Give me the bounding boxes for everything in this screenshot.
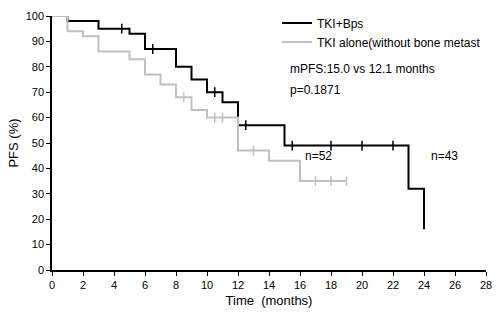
- svg-text:10: 10: [201, 279, 213, 291]
- svg-text:n=43: n=43: [431, 149, 458, 163]
- svg-text:20: 20: [32, 213, 44, 225]
- svg-text:8: 8: [173, 279, 179, 291]
- svg-text:80: 80: [32, 61, 44, 73]
- svg-text:4: 4: [111, 279, 117, 291]
- svg-text:2: 2: [80, 279, 86, 291]
- svg-text:100: 100: [26, 10, 44, 22]
- svg-text:mPFS:15.0 vs 12.1 months: mPFS:15.0 vs 12.1 months: [290, 62, 435, 76]
- svg-text:Time (months): Time (months): [226, 293, 313, 308]
- svg-text:26: 26: [449, 279, 461, 291]
- svg-text:p=0.1871: p=0.1871: [290, 83, 341, 97]
- svg-text:20: 20: [356, 279, 368, 291]
- svg-text:TKI+Bps: TKI+Bps: [317, 17, 363, 31]
- svg-text:60: 60: [32, 111, 44, 123]
- svg-text:50: 50: [32, 137, 44, 149]
- svg-text:30: 30: [32, 188, 44, 200]
- svg-text:22: 22: [387, 279, 399, 291]
- svg-text:90: 90: [32, 35, 44, 47]
- svg-text:28: 28: [480, 279, 492, 291]
- svg-text:n=52: n=52: [305, 149, 332, 163]
- svg-text:0: 0: [38, 264, 44, 276]
- svg-text:6: 6: [142, 279, 148, 291]
- svg-text:0: 0: [49, 279, 55, 291]
- svg-text:14: 14: [263, 279, 275, 291]
- svg-text:PFS (%): PFS (%): [6, 118, 21, 167]
- svg-text:40: 40: [32, 162, 44, 174]
- svg-text:16: 16: [294, 279, 306, 291]
- svg-text:10: 10: [32, 238, 44, 250]
- svg-text:24: 24: [418, 279, 430, 291]
- svg-text:70: 70: [32, 86, 44, 98]
- svg-text:TKI alone(without bone metast: TKI alone(without bone metast: [317, 36, 480, 50]
- svg-text:18: 18: [325, 279, 337, 291]
- svg-text:12: 12: [232, 279, 244, 291]
